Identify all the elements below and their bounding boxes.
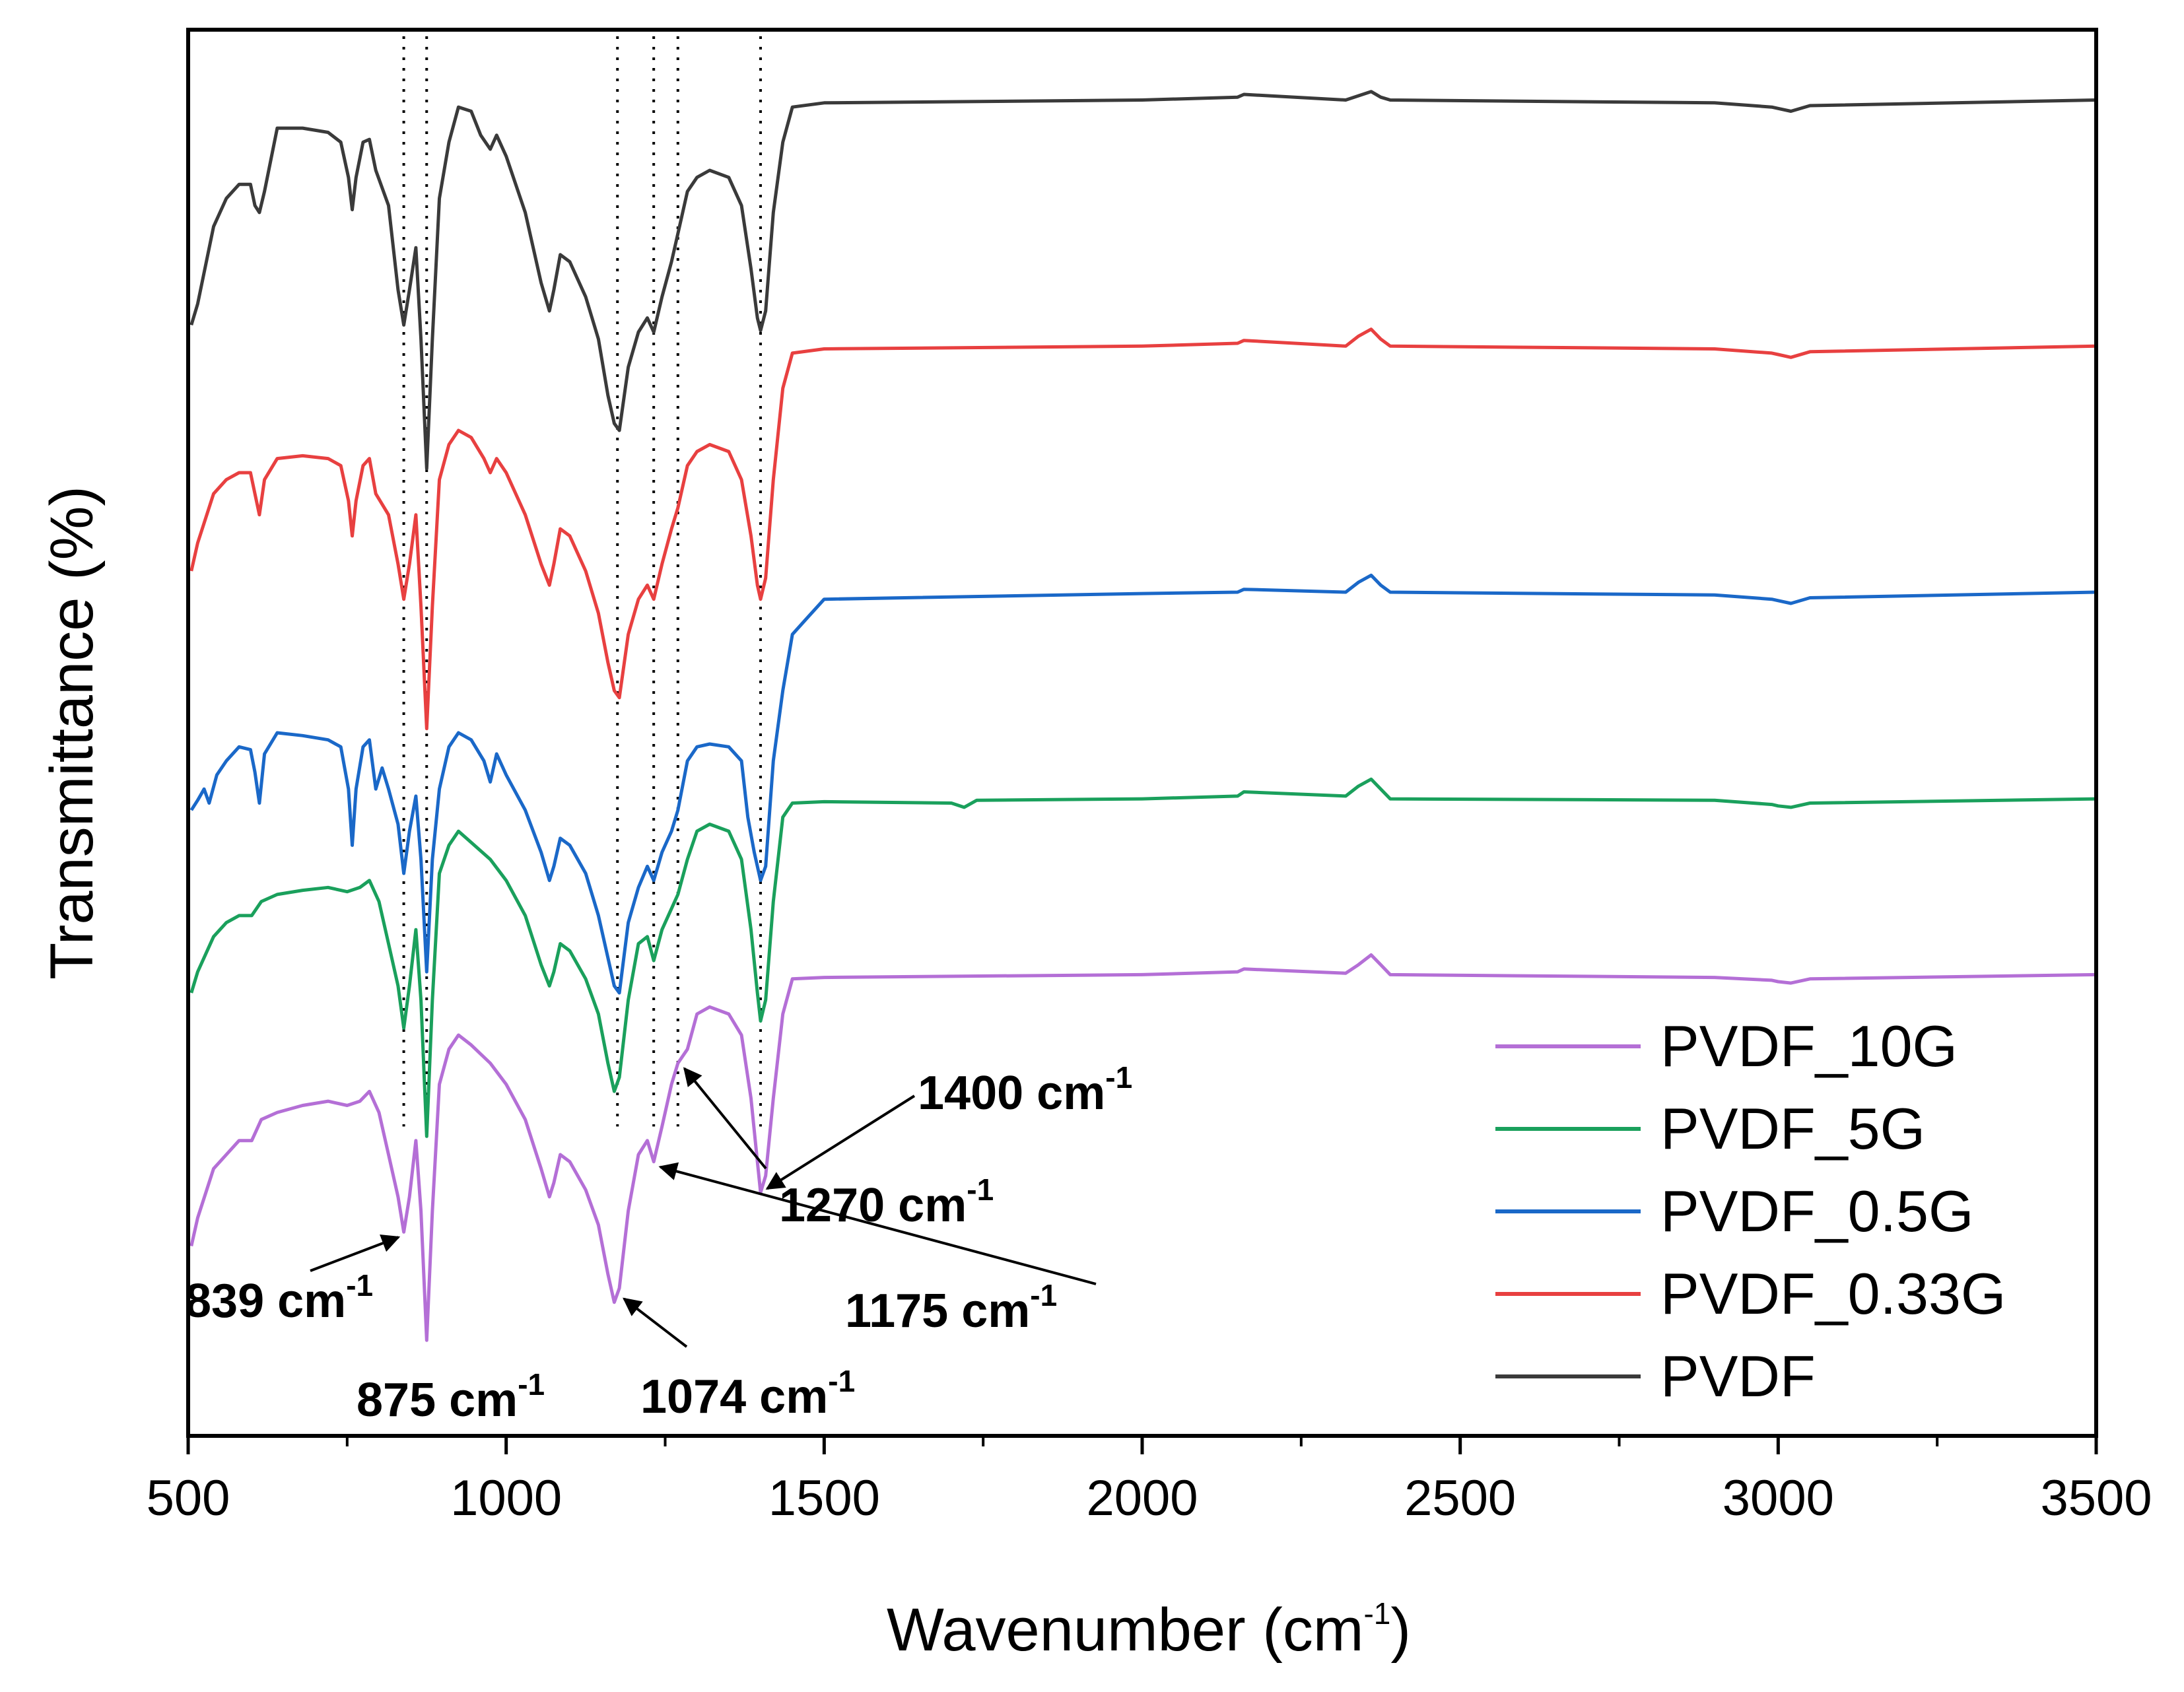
peak-annotation: 1175 cm-1 bbox=[658, 1162, 1097, 1337]
legend-label: PVDF bbox=[1660, 1343, 1816, 1409]
series-line-PVDF_0.33G bbox=[189, 327, 2097, 731]
peak-annotation: 1074 cm-1 bbox=[623, 1297, 855, 1423]
legend-label: PVDF_0.5G bbox=[1660, 1178, 1973, 1244]
annotation-label-sup: -1 bbox=[518, 1367, 545, 1402]
annotation-label-text: 1074 cm bbox=[640, 1371, 828, 1423]
annotation-label-text: 1175 cm bbox=[845, 1285, 1030, 1337]
annotation-label: 1074 cm-1 bbox=[640, 1364, 855, 1423]
annotation-label-sup: -1 bbox=[346, 1268, 373, 1303]
y-axis-title: Transmittance (%) bbox=[38, 486, 106, 980]
annotation-arrow bbox=[765, 1095, 916, 1190]
peak-annotation: 839 cm-1 bbox=[185, 1235, 401, 1328]
series-line-PVDF_5G bbox=[189, 777, 2097, 1138]
x-axis-title: Wavenumber (cm-1) bbox=[887, 1596, 1411, 1664]
series-line-PVDF bbox=[189, 90, 2097, 471]
series-line-PVDF_0.5G bbox=[189, 573, 2097, 995]
legend-label: PVDF_0.33G bbox=[1660, 1261, 2006, 1326]
x-tick-label: 3000 bbox=[1723, 1470, 1834, 1526]
x-tick-label: 1500 bbox=[768, 1470, 880, 1526]
series-group bbox=[189, 90, 2097, 1342]
x-tick-label: 1000 bbox=[450, 1470, 562, 1526]
annotation-label-sup: -1 bbox=[967, 1172, 994, 1207]
x-axis-title-tail: ) bbox=[1390, 1596, 1411, 1664]
legend-label: PVDF_5G bbox=[1660, 1096, 1925, 1161]
annotation-label: 1400 cm-1 bbox=[918, 1060, 1132, 1120]
x-tick-label: 2500 bbox=[1404, 1470, 1516, 1526]
legend: PVDF_10G PVDF_5G PVDF_0.5G PVDF_0.33G PVDF bbox=[1495, 1013, 2006, 1409]
annotation-label-text: 1270 cm bbox=[779, 1179, 967, 1232]
peak-annotation: 1400 cm-1 bbox=[765, 1060, 1132, 1190]
annotation-arrow bbox=[683, 1067, 767, 1170]
x-tick-label: 500 bbox=[147, 1470, 230, 1526]
peak-annotation: 1270 cm-1 bbox=[683, 1067, 994, 1232]
x-axis-ticks: 500 1000 1500 2000 2500 3000 3500 bbox=[147, 1436, 2152, 1526]
annotation-label-sup: -1 bbox=[828, 1364, 855, 1398]
annotation-label: 875 cm-1 bbox=[357, 1367, 545, 1427]
annotation-label-text: 839 cm bbox=[185, 1275, 346, 1328]
annotation-arrow bbox=[310, 1235, 401, 1272]
annotation-label-text: 875 cm bbox=[357, 1374, 518, 1427]
x-tick-label: 3500 bbox=[2040, 1470, 2152, 1526]
annotation-label: 839 cm-1 bbox=[185, 1268, 373, 1328]
annotation-arrow bbox=[623, 1297, 688, 1348]
annotation-label-sup: -1 bbox=[1105, 1060, 1132, 1095]
annotation-label: 1270 cm-1 bbox=[779, 1172, 994, 1232]
x-axis-title-main: Wavenumber (cm bbox=[887, 1596, 1364, 1664]
annotation-label-text: 1400 cm bbox=[918, 1067, 1105, 1120]
legend-label: PVDF_10G bbox=[1660, 1013, 1958, 1079]
annotation-label: 1175 cm-1 bbox=[845, 1278, 1057, 1337]
x-axis-title-sup: -1 bbox=[1363, 1596, 1390, 1631]
annotation-arrow bbox=[658, 1162, 1097, 1285]
x-tick-label: 2000 bbox=[1086, 1470, 1198, 1526]
series-line-PVDF_10G bbox=[189, 953, 2097, 1342]
annotation-label-sup: -1 bbox=[1030, 1278, 1057, 1312]
peak-annotation: 875 cm-1 bbox=[357, 1367, 545, 1427]
